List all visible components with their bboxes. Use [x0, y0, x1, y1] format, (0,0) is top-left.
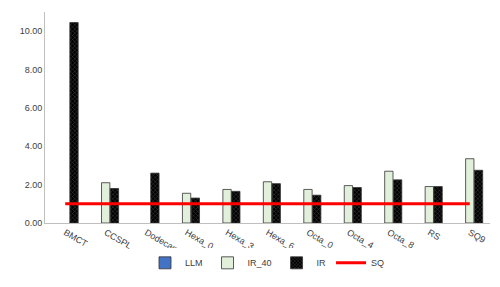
svg-text:BMCT: BMCT: [62, 227, 90, 249]
svg-text:Octa_0: Octa_0: [305, 227, 335, 250]
svg-text:LLM: LLM: [185, 258, 203, 268]
svg-text:Octa_4: Octa_4: [345, 227, 375, 250]
svg-text:IR_40: IR_40: [248, 258, 272, 268]
svg-text:SQ: SQ: [371, 258, 384, 268]
svg-text:IR: IR: [317, 258, 327, 268]
svg-text:6.00: 6.00: [25, 103, 43, 113]
svg-text:8.00: 8.00: [25, 65, 43, 75]
svg-text:CCSPL: CCSPL: [102, 227, 133, 251]
svg-text:RS: RS: [426, 227, 442, 242]
svg-text:Hexa_3: Hexa_3: [224, 227, 256, 251]
svg-text:10.00: 10.00: [20, 26, 43, 36]
svg-text:2.00: 2.00: [25, 180, 43, 190]
svg-text:Hexa_6: Hexa_6: [264, 227, 296, 251]
svg-text:Hexa_0: Hexa_0: [183, 227, 215, 251]
svg-text:0.00: 0.00: [25, 218, 43, 228]
svg-text:Octa_8: Octa_8: [386, 227, 416, 250]
svg-text:Dodecagon: Dodecagon: [142, 227, 188, 259]
svg-text:4.00: 4.00: [25, 141, 43, 151]
svg-text:SQ9: SQ9: [467, 227, 488, 245]
